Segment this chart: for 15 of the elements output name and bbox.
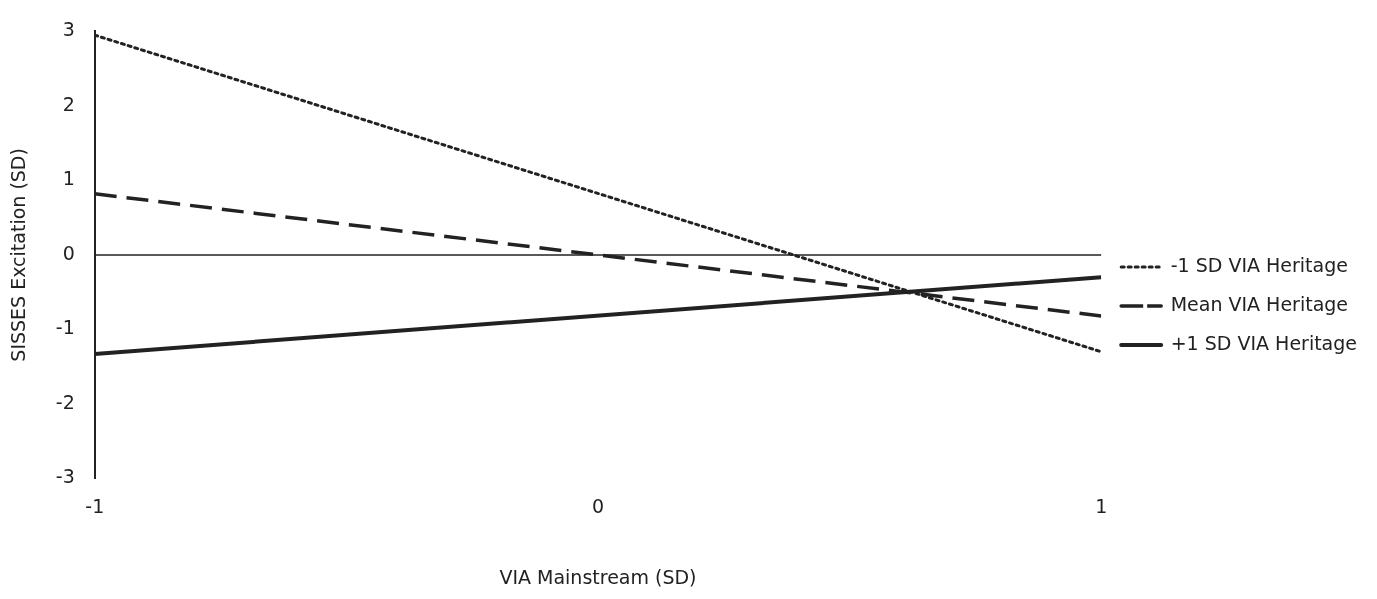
x-tick-label: -1: [85, 494, 105, 517]
y-axis-title: SISSES Excitation (SD): [7, 148, 30, 362]
y-tick-label: -1: [55, 316, 75, 339]
y-tick-label: 1: [62, 167, 75, 190]
x-tick-label: 1: [1095, 494, 1108, 517]
y-tick-label: -2: [55, 390, 75, 413]
y-tick-label: -3: [55, 465, 75, 488]
legend-label: -1 SD VIA Heritage: [1170, 253, 1348, 276]
x-axis-title: VIA Mainstream (SD): [499, 565, 697, 588]
legend-label: Mean VIA Heritage: [1170, 292, 1349, 315]
y-tick-label: 3: [62, 18, 75, 41]
y-tick-label: 0: [62, 241, 75, 264]
y-tick-label: 2: [62, 92, 75, 115]
legend-label: +1 SD VIA Heritage: [1170, 331, 1357, 354]
x-tick-label: 0: [591, 494, 605, 517]
